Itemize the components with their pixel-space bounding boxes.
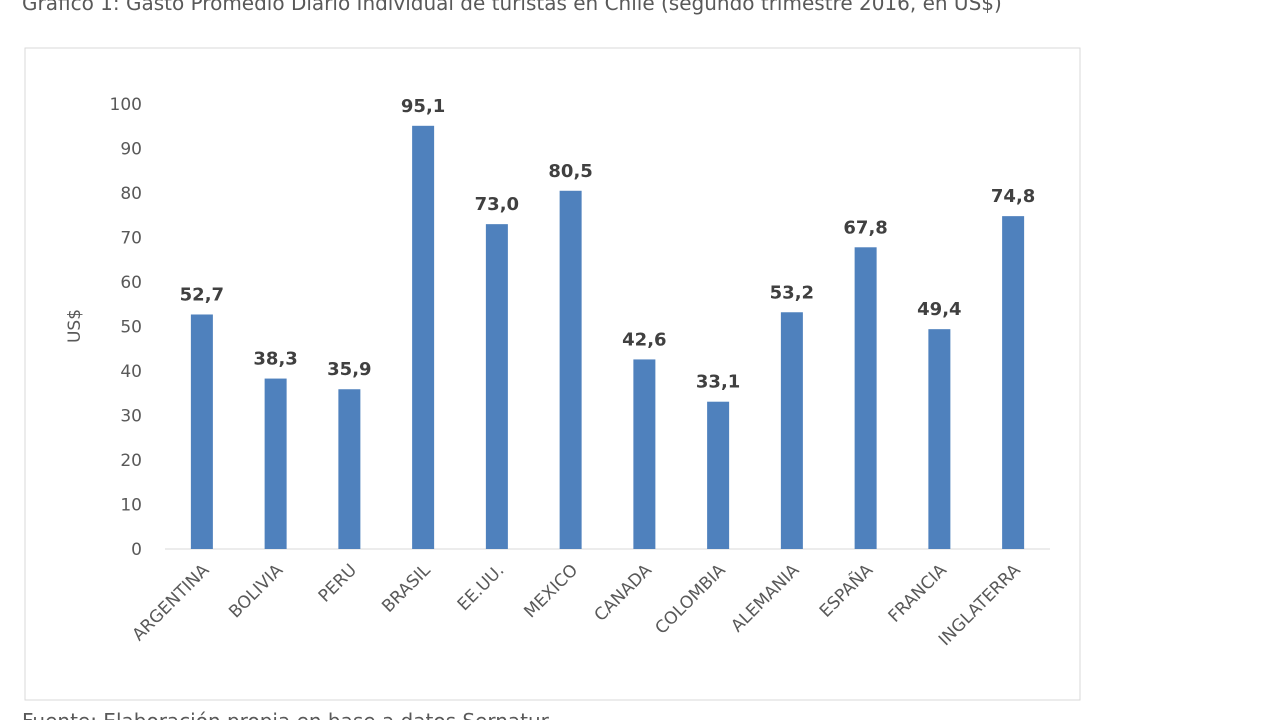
bar xyxy=(1002,216,1025,549)
bar xyxy=(485,224,508,549)
y-axis-title: US$ xyxy=(65,309,85,343)
value-label: 52,7 xyxy=(180,284,224,305)
value-label: 53,2 xyxy=(770,282,814,303)
value-label: 73,0 xyxy=(475,194,519,215)
x-tick-label: EE.UU. xyxy=(454,560,509,615)
value-label: 95,1 xyxy=(401,96,445,117)
x-tick-label: FRANCIA xyxy=(885,560,952,627)
x-tick-label: BRASIL xyxy=(378,560,435,617)
x-tick-label: ALEMANIA xyxy=(727,560,803,636)
bar xyxy=(412,125,435,550)
y-tick-label: 50 xyxy=(120,318,142,338)
x-tick-label: ESPAÑA xyxy=(814,559,877,622)
x-tick-label: PERU xyxy=(315,560,361,606)
y-tick-label: 20 xyxy=(120,451,142,471)
bar xyxy=(928,329,951,549)
bar xyxy=(707,401,730,549)
x-tick-label: COLOMBIA xyxy=(652,560,730,638)
value-label: 33,1 xyxy=(696,372,740,393)
bar xyxy=(780,312,803,549)
value-label: 67,8 xyxy=(843,217,887,238)
y-tick-label: 30 xyxy=(120,407,142,427)
bar xyxy=(633,359,656,549)
value-label: 74,8 xyxy=(991,186,1035,207)
x-tick-label: MEXICO xyxy=(520,560,582,622)
y-tick-label: 0 xyxy=(131,540,142,560)
y-tick-label: 90 xyxy=(120,140,142,160)
value-label: 49,4 xyxy=(917,299,961,320)
value-label: 35,9 xyxy=(327,359,371,380)
bar xyxy=(264,378,287,549)
y-tick-label: 40 xyxy=(120,362,142,382)
y-tick-label: 70 xyxy=(120,229,142,249)
value-label: 80,5 xyxy=(548,161,592,182)
value-label: 42,6 xyxy=(622,329,666,350)
source-note: Fuente: Elaboración propia en base a dat… xyxy=(22,709,550,720)
chart-frame xyxy=(24,47,1081,701)
bar xyxy=(190,314,213,549)
x-tick-label: ARGENTINA xyxy=(129,560,214,645)
y-tick-label: 60 xyxy=(120,273,142,293)
y-tick-label: 10 xyxy=(120,496,142,516)
y-tick-label: 80 xyxy=(120,184,142,204)
x-tick-label: CANADA xyxy=(591,560,657,626)
bar xyxy=(559,190,582,549)
chart-title: Gráfico 1: Gasto Promedio Diario Individ… xyxy=(22,0,1002,15)
x-tick-label: BOLIVIA xyxy=(225,560,287,622)
value-label: 38,3 xyxy=(253,349,297,370)
bar xyxy=(338,389,361,549)
bar xyxy=(854,247,877,550)
y-tick-label: 100 xyxy=(110,95,142,115)
